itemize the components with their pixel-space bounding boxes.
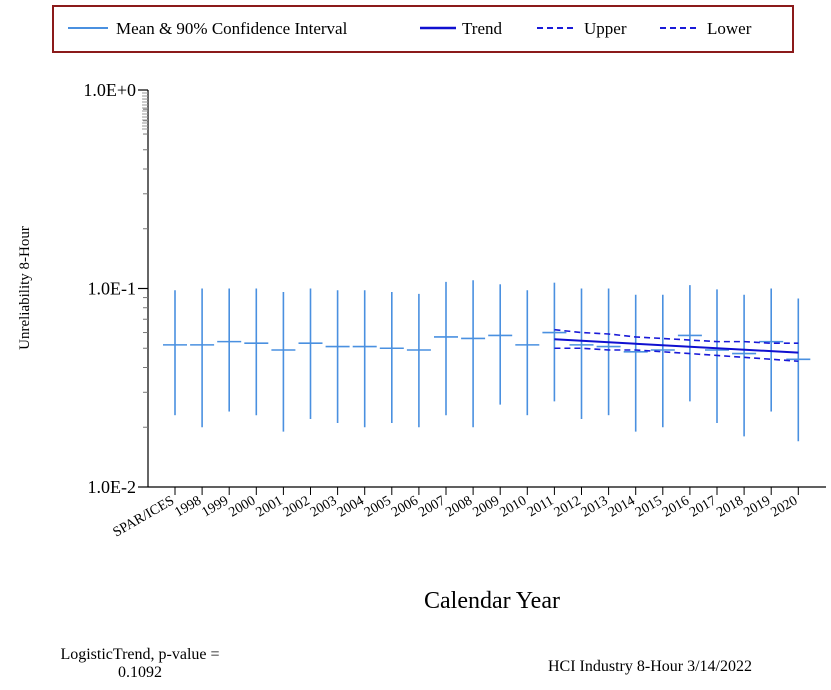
- legend-label-trend: Trend: [462, 19, 502, 38]
- trend-note: LogisticTrend, p-value = 0.1092: [30, 646, 250, 682]
- lower-bound-line: [554, 347, 799, 363]
- source-note: HCI Industry 8-Hour 3/14/2022: [548, 658, 752, 675]
- y-tick-label: 1.0E+0: [83, 80, 136, 100]
- trend-note-pvalue: 0.1092: [118, 664, 162, 681]
- upper-bound-line: [554, 328, 799, 345]
- trend-line: [554, 338, 799, 354]
- y-tick-label: 1.0E-1: [88, 279, 137, 299]
- legend-label-upper: Upper: [584, 19, 627, 38]
- legend-label-lower: Lower: [707, 19, 752, 38]
- legend: Mean & 90% Confidence Interval Trend Upp…: [52, 5, 794, 53]
- y-tick-label: 1.0E-2: [88, 477, 137, 497]
- plot-marks: [163, 280, 811, 442]
- x-axis-title: Calendar Year: [424, 588, 560, 614]
- y-axis-title: Unreliability 8-Hour: [17, 226, 33, 350]
- legend-label-mean-ci: Mean & 90% Confidence Interval: [116, 19, 348, 38]
- x-tick-label: 2020: [769, 493, 801, 520]
- y-axis: 1.0E+0 1.0E-1 1.0E-2: [83, 80, 149, 497]
- trend-note-line1: LogisticTrend, p-value =: [60, 646, 220, 663]
- x-axis: SPAR/ICES1998199920002001200220032004200…: [111, 486, 826, 540]
- x-tick-label: SPAR/ICES: [111, 493, 177, 540]
